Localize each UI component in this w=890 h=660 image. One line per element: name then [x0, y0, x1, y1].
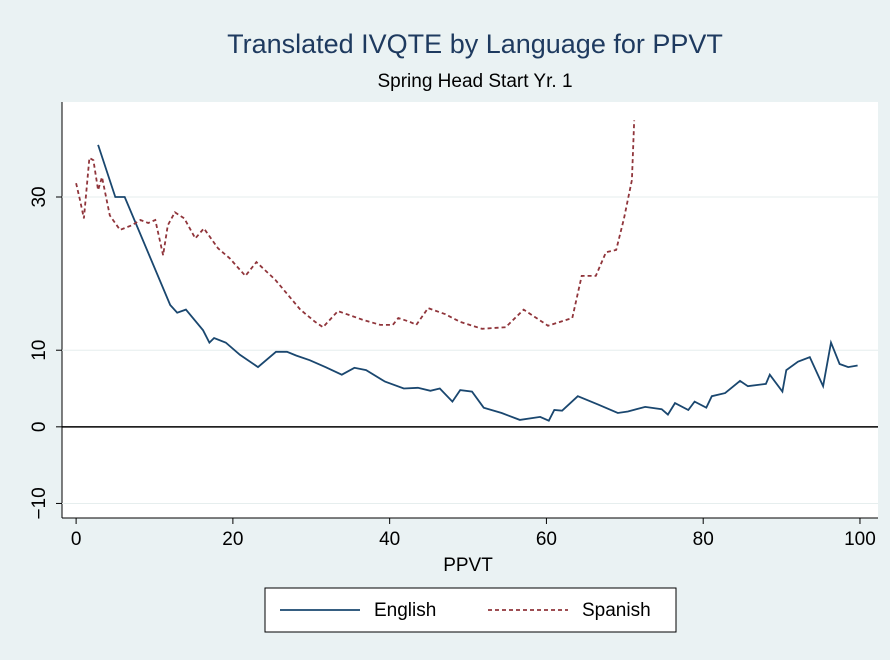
x-tick-label: 40 [379, 529, 400, 550]
x-tick-label: 0 [71, 529, 82, 550]
x-tick-label: 20 [222, 529, 243, 550]
legend-label: English [374, 600, 436, 621]
x-tick-label: 60 [536, 529, 557, 550]
y-tick-label: 30 [29, 186, 50, 207]
chart-title: Translated IVQTE by Language for PPVT [227, 29, 723, 59]
series-line [97, 144, 858, 422]
x-tick-label: 80 [693, 529, 714, 550]
y-tick-label: 10 [29, 340, 50, 361]
x-axis-label: PPVT [443, 555, 493, 576]
series-line [75, 120, 636, 330]
y-tick-label: 0 [29, 422, 50, 433]
legend-label: Spanish [582, 600, 651, 621]
x-tick-label: 100 [844, 529, 876, 550]
y-tick-label: −10 [29, 487, 50, 519]
plot-area [62, 102, 878, 518]
chart-subtitle: Spring Head Start Yr. 1 [377, 71, 572, 92]
